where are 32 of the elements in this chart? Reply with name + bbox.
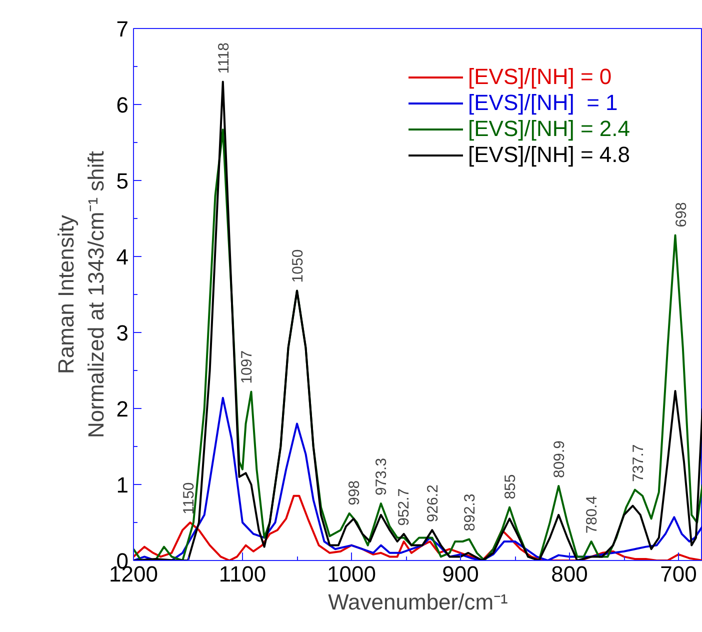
annotation: 973.3 <box>373 458 390 496</box>
y-tick-label: 1 <box>116 472 129 498</box>
y-tick-label: 3 <box>116 320 129 346</box>
annotation: 1118 <box>215 42 232 74</box>
x-tick-label: 700 <box>660 562 697 586</box>
legend-label: [EVS]/[NH] = 0 <box>468 64 612 90</box>
annotation: 809.9 <box>551 440 568 478</box>
x-tick-label: 1000 <box>327 562 376 586</box>
y-tick-label: 2 <box>116 396 129 422</box>
annotation: 952.7 <box>396 488 413 526</box>
annotation: 780.4 <box>583 496 600 534</box>
annotation: 698 <box>673 202 690 228</box>
legend-label: [EVS]/[NH] = 2.4 <box>468 116 630 142</box>
y-tick-label: 5 <box>116 168 129 194</box>
legend-label: [EVS]/[NH] = 1 <box>468 90 618 116</box>
y-tick-label: 7 <box>116 16 129 42</box>
x-axis-title: Wavenumber/cm⁻¹ <box>328 590 508 614</box>
legend-label: [EVS]/[NH] = 4.8 <box>468 142 630 168</box>
y-axis-title: Raman Intensity Normalized at 1343/cm⁻¹ shift <box>53 151 108 438</box>
y-tick-label: 4 <box>116 244 129 270</box>
annotation: 998 <box>346 480 364 506</box>
annotation: 892.3 <box>461 494 478 532</box>
annotation: 926.2 <box>424 484 442 522</box>
annotation: 1097 <box>238 350 256 384</box>
x-tick-label: 800 <box>551 562 588 586</box>
x-tick-label: 1100 <box>218 562 266 586</box>
y-tick-label: 6 <box>116 92 129 118</box>
annotation: 1050 <box>290 249 307 283</box>
annotation: 855 <box>502 474 520 500</box>
annotation: 737.7 <box>630 444 647 482</box>
x-tick-label: 900 <box>442 562 479 586</box>
annotation: 1150 <box>180 482 198 514</box>
